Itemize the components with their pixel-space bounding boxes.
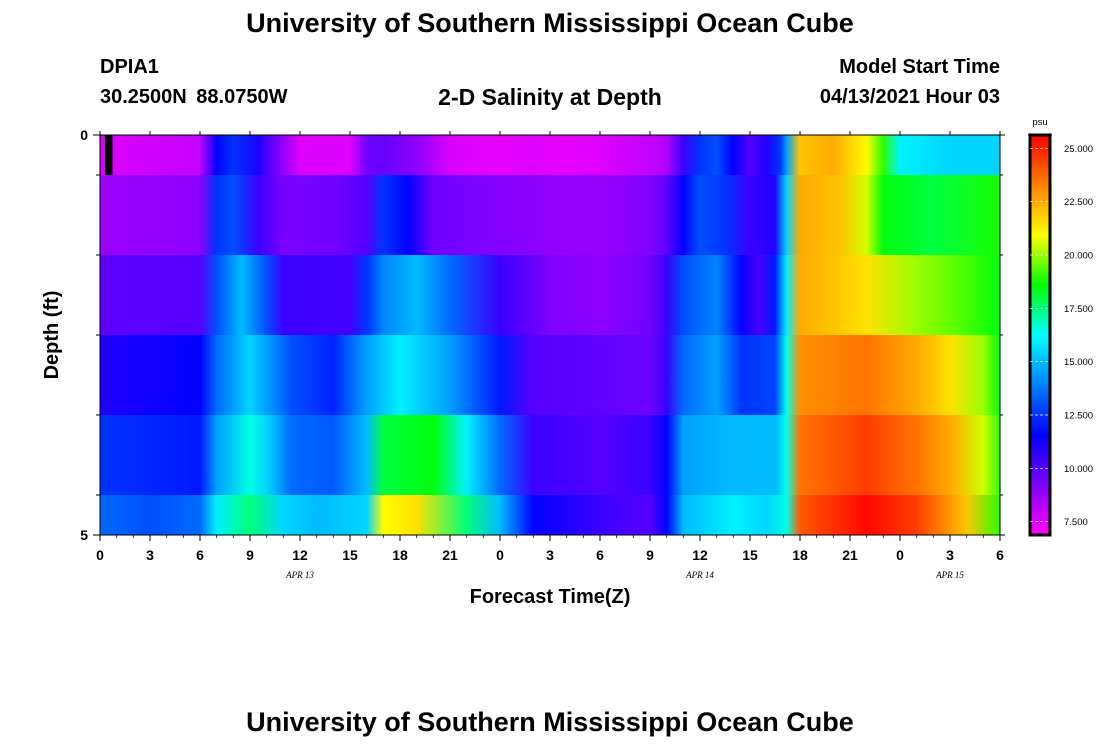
x-tick-label: 12 bbox=[692, 547, 708, 563]
x-tick-label: 0 bbox=[896, 547, 904, 563]
x-tick-label: 6 bbox=[196, 547, 204, 563]
heatmap-row bbox=[100, 255, 1000, 336]
x-tick-label: 6 bbox=[996, 547, 1004, 563]
heatmap-row bbox=[100, 415, 1000, 496]
station-name: DPIA1 bbox=[100, 56, 159, 78]
chart-axes: 0 3 6 9 12 15 18 21 0 3 6 9 12 15 18 21 0 3 6 APR 13 APR 14 A… bbox=[80, 127, 1005, 580]
footer-title: University of Southern Mississippi Ocean… bbox=[246, 707, 854, 737]
colorbar-tick-label: 22.500 bbox=[1064, 197, 1093, 208]
colorbar: 7.500 10.000 12.500 15.000 17.500 20.000 22.50… bbox=[1028, 117, 1093, 537]
colorbar-corner bbox=[1028, 133, 1032, 137]
y-tick-label: 5 bbox=[80, 527, 88, 543]
colorbar-corner bbox=[1048, 133, 1052, 137]
colorbar-tick-label: 7.500 bbox=[1064, 517, 1088, 528]
date-label: APR 15 bbox=[935, 570, 964, 580]
x-tick-label: 18 bbox=[792, 547, 808, 563]
heatmap-area bbox=[100, 135, 1000, 536]
main-title: University of Southern Mississippi Ocean… bbox=[246, 8, 854, 38]
model-start-value: 04/13/2021 Hour 03 bbox=[819, 86, 1000, 108]
x-axis-title: Forecast Time(Z) bbox=[470, 586, 631, 608]
heatmap-row bbox=[100, 135, 1000, 176]
colorbar-tick-label: 20.000 bbox=[1064, 251, 1093, 262]
heatmap-row bbox=[100, 335, 1000, 416]
x-tick-label: 6 bbox=[596, 547, 604, 563]
model-start-label: Model Start Time bbox=[839, 56, 1000, 78]
x-tick-label: 9 bbox=[646, 547, 654, 563]
date-label: APR 14 bbox=[685, 570, 714, 580]
x-tick-label: 9 bbox=[246, 547, 254, 563]
x-tick-label: 21 bbox=[842, 547, 858, 563]
station-coordinates: 30.2500N 88.0750W bbox=[100, 86, 288, 108]
x-tick-label: 12 bbox=[292, 547, 308, 563]
y-tick-label: 0 bbox=[80, 127, 88, 143]
y-axis-title: Depth (ft) bbox=[41, 291, 63, 380]
colorbar-tick-label: 17.500 bbox=[1064, 304, 1093, 315]
x-tick-label: 3 bbox=[546, 547, 554, 563]
x-tick-label: 15 bbox=[342, 547, 358, 563]
colorbar-unit: psu bbox=[1032, 117, 1047, 128]
x-tick-label: 15 bbox=[742, 547, 758, 563]
colorbar-tick-label: 10.000 bbox=[1064, 464, 1093, 475]
date-label: APR 13 bbox=[285, 570, 314, 580]
x-tick-label: 21 bbox=[442, 547, 458, 563]
x-tick-label: 18 bbox=[392, 547, 408, 563]
colorbar-tick-label: 15.000 bbox=[1064, 357, 1093, 368]
colorbar-tick-label: 12.500 bbox=[1064, 411, 1093, 422]
x-tick-label: 3 bbox=[946, 547, 954, 563]
x-tick-label: 0 bbox=[496, 547, 504, 563]
data-marker bbox=[105, 135, 113, 175]
heatmap-row bbox=[100, 495, 1000, 536]
colorbar-scale bbox=[1028, 133, 1052, 537]
heatmap-row bbox=[100, 175, 1000, 256]
chart-title: 2-D Salinity at Depth bbox=[438, 84, 662, 110]
colorbar-tick-label: 25.000 bbox=[1064, 144, 1093, 155]
x-tick-label: 3 bbox=[146, 547, 154, 563]
x-tick-label: 0 bbox=[96, 547, 104, 563]
